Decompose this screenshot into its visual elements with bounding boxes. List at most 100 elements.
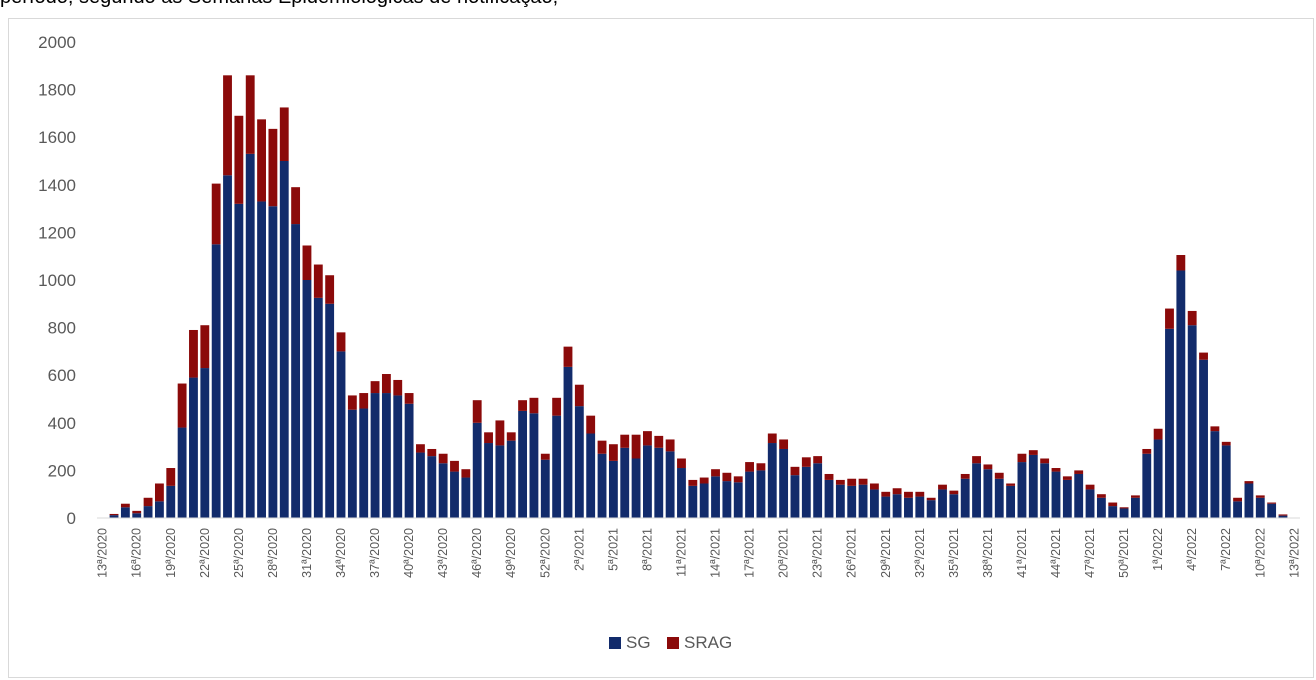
- bar-sg: [132, 513, 142, 518]
- bar-sg: [631, 458, 641, 518]
- bar-sg: [1085, 489, 1095, 518]
- bar-sg: [279, 161, 289, 518]
- bar-srag: [733, 476, 743, 483]
- bar-sg: [200, 368, 210, 518]
- bar-sg: [143, 506, 153, 518]
- bar-sg: [711, 476, 720, 518]
- x-tick-label: 22ª/2020: [198, 528, 212, 578]
- x-tick-label: 16ª/2020: [130, 528, 144, 578]
- x-tick-label: 38ª/2021: [981, 528, 995, 578]
- y-tick-label: 400: [48, 414, 76, 433]
- bar-srag: [835, 479, 845, 485]
- bar-srag: [279, 107, 289, 161]
- bar-srag: [325, 275, 335, 304]
- x-tick-label: 11ª/2021: [674, 528, 688, 577]
- bar-sg: [1199, 359, 1208, 518]
- bar-srag: [416, 444, 425, 453]
- bar-srag: [302, 245, 312, 280]
- bar-sg: [847, 485, 857, 518]
- x-tick-label: 52ª/2020: [538, 528, 552, 578]
- bar-sg: [699, 483, 709, 518]
- bar-srag: [1244, 481, 1254, 484]
- bar-srag: [711, 469, 720, 477]
- bar-srag: [143, 497, 153, 507]
- legend: SG SRAG: [609, 633, 732, 652]
- bar-srag: [268, 128, 278, 207]
- y-tick-label: 1000: [38, 271, 76, 290]
- bar-srag: [1085, 484, 1095, 490]
- bar-srag: [688, 479, 698, 486]
- bar-srag: [892, 488, 902, 495]
- bar-srag: [1028, 450, 1038, 455]
- x-tick-label: 19ª/2020: [164, 528, 178, 578]
- bar-sg: [245, 153, 255, 519]
- x-tick-label: 47ª/2021: [1083, 528, 1097, 578]
- bar-sg: [745, 471, 754, 518]
- bar-sg: [359, 408, 369, 518]
- bar-srag: [915, 491, 925, 497]
- bar-srag: [154, 483, 164, 502]
- bar-srag: [1267, 502, 1277, 504]
- bar-srag: [472, 400, 482, 423]
- legend-swatch: [609, 637, 621, 649]
- bar-srag: [438, 453, 448, 464]
- x-tick-label: 8ª/2021: [640, 528, 654, 571]
- bar-srag: [1119, 507, 1129, 509]
- bar-srag: [1165, 308, 1174, 329]
- bar-sg: [177, 427, 187, 518]
- x-tick-label: 1ª/2022: [1151, 528, 1165, 571]
- bar-srag: [189, 329, 198, 378]
- bar-srag: [779, 439, 789, 449]
- bar-sg: [1096, 497, 1106, 518]
- bar-srag: [495, 420, 505, 446]
- bar-srag: [745, 462, 754, 472]
- bar-sg: [722, 481, 732, 518]
- x-tick-label: 26ª/2021: [845, 528, 859, 578]
- bar-sg: [915, 496, 925, 518]
- bar-sg: [1108, 506, 1118, 518]
- x-axis: 13ª/2020 16ª/2020 19ª/2020 22ª/2020 25ª/2020…: [96, 528, 1302, 578]
- x-tick-label: 28ª/2020: [266, 528, 280, 578]
- y-axis: 0 200 400 600 800 1000 1200 1400 1600 1800 2000: [38, 33, 76, 528]
- bar-sg: [438, 463, 448, 518]
- bar-srag: [518, 400, 528, 411]
- bar-srag: [1221, 441, 1231, 446]
- bar-sg: [904, 497, 913, 518]
- bar-srag: [643, 431, 652, 446]
- bar-sg: [461, 477, 471, 518]
- bar-sg: [1119, 508, 1129, 518]
- bar-srag: [1017, 453, 1027, 463]
- bar-sg: [994, 478, 1004, 518]
- bar-sg: [574, 406, 584, 518]
- bar-srag: [484, 432, 493, 444]
- bar-sg: [938, 489, 947, 518]
- y-tick-label: 800: [48, 319, 76, 338]
- bar-srag: [767, 433, 777, 444]
- bar-sg: [427, 456, 437, 518]
- bar-srag: [1278, 514, 1288, 516]
- bar-srag: [177, 383, 187, 428]
- x-tick-label: 7ª/2022: [1219, 528, 1233, 571]
- bar-srag: [540, 453, 550, 460]
- bar-sg: [381, 393, 391, 518]
- bar-sg: [665, 451, 675, 518]
- bar-srag: [994, 472, 1004, 479]
- bar-sg: [404, 403, 414, 518]
- bar-sg: [1255, 497, 1265, 518]
- bar-srag: [347, 395, 357, 410]
- y-tick-label: 0: [67, 509, 76, 528]
- bar-srag: [223, 75, 232, 176]
- bar-sg: [733, 482, 743, 518]
- x-tick-label: 20ª/2021: [777, 528, 791, 578]
- bar-srag: [631, 434, 641, 459]
- bar-sg: [1267, 503, 1277, 518]
- x-tick-label: 13ª/2022: [1287, 528, 1301, 578]
- bar-srag: [313, 264, 323, 298]
- bar-srag: [245, 75, 255, 154]
- bar-sg: [1221, 445, 1231, 518]
- x-tick-label: 25ª/2020: [232, 528, 246, 578]
- bar-sg: [892, 494, 902, 518]
- bar-sg: [801, 466, 811, 518]
- bar-srag: [620, 434, 630, 448]
- bar-sg: [211, 244, 221, 519]
